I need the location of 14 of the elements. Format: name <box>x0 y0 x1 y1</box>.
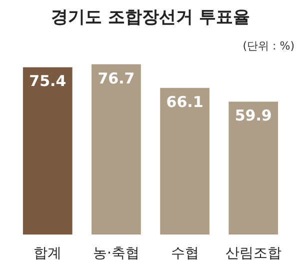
data-label: 75.4 <box>29 72 66 90</box>
data-label: 66.1 <box>166 92 204 111</box>
chart-title: 경기도 조합장선거 투표율 <box>51 8 250 28</box>
x-tick-label: 산림조합 <box>225 246 282 262</box>
x-tick-label: 합계 <box>34 246 62 262</box>
bar <box>228 102 278 234</box>
x-tick-label: 수협 <box>170 246 199 262</box>
data-label: 76.7 <box>98 69 135 88</box>
bar <box>160 88 210 234</box>
bar <box>92 64 141 234</box>
data-label: 59.9 <box>234 106 272 125</box>
x-tick-label: 농·축협 <box>92 246 140 262</box>
bar <box>22 67 72 234</box>
chart-subtitle: (단위 : %) <box>242 40 294 52</box>
